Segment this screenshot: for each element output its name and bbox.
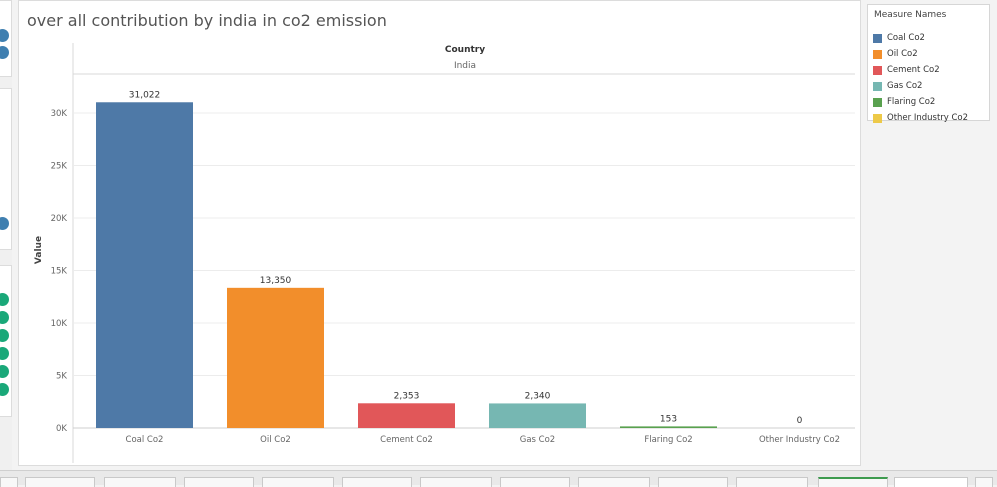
legend-panel: Measure Names Coal Co2 Oil Co2 Cement Co… — [867, 4, 990, 123]
legend-item[interactable]: Gas Co2 — [873, 79, 922, 93]
y-tick-label: 5K — [56, 372, 67, 382]
sheet-tab[interactable] — [818, 477, 888, 487]
bar — [358, 403, 455, 428]
y-tick-label: 30K — [51, 109, 68, 119]
sheet-tab[interactable] — [184, 477, 254, 487]
y-tick-label: 25K — [51, 162, 68, 172]
left-indicator-dot[interactable] — [0, 383, 9, 396]
sheet-tab[interactable] — [104, 477, 176, 487]
legend-label: Coal Co2 — [887, 33, 925, 43]
left-panel-edge-mid — [0, 88, 12, 250]
bar — [489, 403, 586, 428]
legend-item[interactable]: Other Industry Co2 — [873, 111, 968, 125]
legend-label: Other Industry Co2 — [887, 113, 969, 123]
legend-swatch — [873, 81, 882, 91]
sheet-tab-active[interactable] — [894, 477, 968, 487]
sheet-tab[interactable] — [658, 477, 728, 487]
sheet-tab[interactable] — [0, 477, 18, 487]
data-label: 2,340 — [525, 391, 551, 401]
legend-swatch — [873, 65, 882, 75]
y-tick-label: 15K — [51, 267, 68, 277]
legend-item[interactable]: Oil Co2 — [873, 47, 918, 61]
sheet-tab[interactable] — [975, 477, 993, 487]
y-tick-label: 20K — [51, 214, 68, 224]
legend-label: Cement Co2 — [887, 65, 940, 75]
data-label: 2,353 — [394, 391, 420, 401]
legend-item[interactable]: Flaring Co2 — [873, 95, 935, 109]
legend-item[interactable]: Cement Co2 — [873, 63, 940, 77]
sheet-tab[interactable] — [420, 477, 492, 487]
sheet-tab-bar — [0, 470, 997, 487]
data-label: 13,350 — [260, 276, 292, 286]
sheet-tab[interactable] — [262, 477, 334, 487]
x-tick-label: Flaring Co2 — [644, 435, 692, 445]
left-indicator-dot[interactable] — [0, 365, 9, 378]
legend-swatch — [873, 97, 882, 107]
left-indicator-dot[interactable] — [0, 311, 9, 324]
legend-swatch — [873, 33, 882, 43]
column-header-label: Country — [445, 45, 485, 55]
y-tick-label: 0K — [56, 424, 67, 434]
bar — [620, 426, 717, 428]
bar-chart: Country India Value 0K 5K 10K 15K 20K 25K 30K 31,0… — [34, 43, 855, 463]
left-indicator-dot[interactable] — [0, 347, 9, 360]
legend-title: Measure Names — [874, 10, 947, 20]
chart-card: over all contribution by india in co2 em… — [18, 0, 861, 466]
data-label: 153 — [660, 414, 677, 424]
legend-label: Gas Co2 — [887, 81, 923, 91]
data-label: 31,022 — [129, 90, 161, 100]
x-tick-label: Oil Co2 — [260, 435, 291, 445]
legend-swatch — [873, 113, 882, 123]
x-tick-label: Other Industry Co2 — [759, 435, 840, 445]
sheet-tab[interactable] — [578, 477, 650, 487]
legend-swatch — [873, 49, 882, 59]
left-indicator-dot[interactable] — [0, 217, 9, 230]
chart-title: over all contribution by india in co2 em… — [27, 11, 387, 30]
bar — [96, 102, 193, 429]
sheet-tab[interactable] — [736, 477, 808, 487]
legend-label: Flaring Co2 — [887, 97, 936, 107]
y-axis-label: Value — [34, 236, 44, 264]
data-label: 0 — [797, 416, 803, 426]
left-indicator-dot[interactable] — [0, 29, 9, 42]
legend-item[interactable]: Coal Co2 — [873, 31, 925, 45]
legend-label: Oil Co2 — [887, 49, 918, 59]
x-tick-label: Coal Co2 — [126, 435, 164, 445]
y-tick-label: 10K — [51, 319, 68, 329]
sheet-tab[interactable] — [500, 477, 570, 487]
left-indicator-dot[interactable] — [0, 293, 9, 306]
x-tick-label: Gas Co2 — [520, 435, 555, 445]
left-indicator-dot[interactable] — [0, 329, 9, 342]
left-indicator-dot[interactable] — [0, 46, 9, 59]
x-tick-label: Cement Co2 — [380, 435, 433, 445]
sheet-tab[interactable] — [342, 477, 412, 487]
bar — [227, 287, 324, 428]
column-value-label: India — [454, 61, 476, 71]
sheet-tab[interactable] — [25, 477, 95, 487]
